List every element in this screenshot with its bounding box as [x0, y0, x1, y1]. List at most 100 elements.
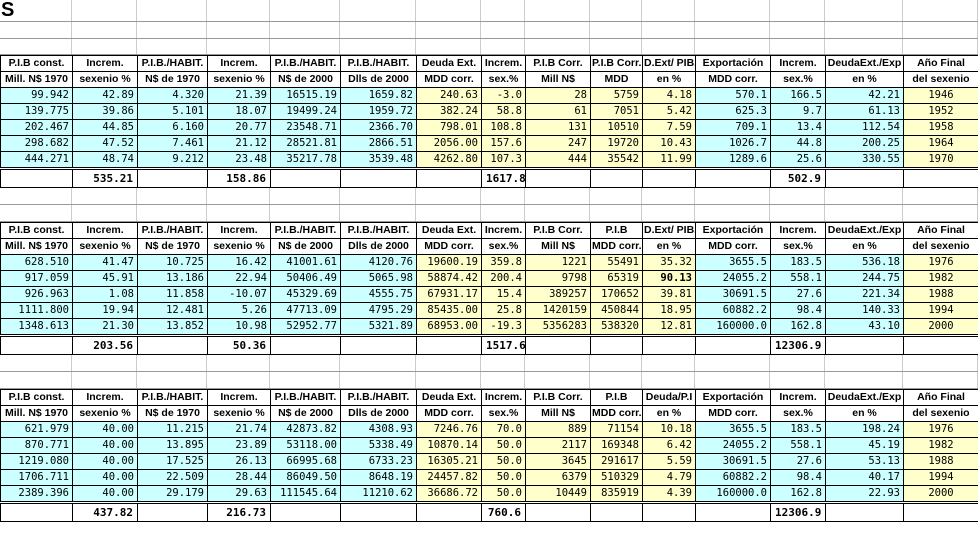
cell[interactable]: 28521.81: [270, 135, 341, 152]
cell[interactable]: 23.48: [207, 151, 271, 169]
header-cell[interactable]: P.I.B./HABIT.: [340, 389, 417, 406]
cell[interactable]: 625.3: [695, 103, 771, 120]
cell[interactable]: 917.059: [0, 270, 73, 287]
header-cell[interactable]: P.I.B./HABIT.: [340, 55, 417, 72]
cell[interactable]: 131: [525, 119, 591, 136]
cell[interactable]: 19600.19: [416, 254, 482, 271]
cell[interactable]: 40.17: [825, 469, 904, 486]
cell[interactable]: 16305.21: [416, 453, 482, 470]
cell[interactable]: 86049.50: [270, 469, 341, 486]
empty-cell[interactable]: [590, 0, 642, 21]
empty-cell[interactable]: [0, 372, 72, 388]
header-cell[interactable]: Mill. N$ 1970: [0, 71, 73, 88]
header-cell[interactable]: D.Ext/ PIB.: [642, 222, 696, 239]
cell[interactable]: 140.33: [825, 302, 904, 319]
header-cell[interactable]: Año Final: [903, 389, 978, 406]
cell[interactable]: 39.86: [72, 103, 138, 120]
total-cell[interactable]: 12306.9: [770, 334, 826, 355]
header-cell[interactable]: sex.%: [481, 238, 526, 255]
header-cell[interactable]: Increm.: [207, 222, 271, 239]
empty-cell[interactable]: [642, 0, 695, 21]
header-cell[interactable]: MDD corr.: [695, 238, 771, 255]
empty-cell[interactable]: [481, 0, 525, 21]
empty-cell[interactable]: [770, 188, 825, 204]
cell[interactable]: 6.42: [642, 437, 696, 454]
empty-cell[interactable]: [642, 22, 695, 38]
cell[interactable]: 18.07: [207, 103, 271, 120]
cell[interactable]: 1994: [903, 302, 978, 319]
cell[interactable]: 221.34: [825, 286, 904, 303]
cell[interactable]: 628.510: [0, 254, 73, 271]
header-cell[interactable]: P.I.B./HABIT.: [270, 389, 341, 406]
empty-cell[interactable]: [270, 355, 340, 371]
empty-cell[interactable]: [695, 205, 770, 221]
cell[interactable]: 65319: [590, 270, 643, 287]
empty-cell[interactable]: [590, 188, 642, 204]
cell[interactable]: 111545.64: [270, 485, 341, 503]
empty-cell[interactable]: [207, 22, 270, 38]
cell[interactable]: 98.4: [770, 302, 826, 319]
cell[interactable]: 99.942: [0, 87, 73, 104]
header-cell[interactable]: Increm.: [770, 55, 826, 72]
cell[interactable]: 169348: [590, 437, 643, 454]
cell[interactable]: 444.271: [0, 151, 73, 169]
empty-cell[interactable]: [825, 0, 903, 21]
header-cell[interactable]: MDD corr.: [590, 405, 643, 422]
cell[interactable]: 45329.69: [270, 286, 341, 303]
cell[interactable]: 10.98: [207, 318, 271, 336]
total-cell[interactable]: 158.86: [207, 167, 271, 188]
header-cell[interactable]: N$ de 2000: [270, 238, 341, 255]
total-cell[interactable]: [825, 334, 904, 355]
cell[interactable]: 41.47: [72, 254, 138, 271]
empty-cell[interactable]: [416, 22, 481, 38]
total-cell[interactable]: 760.6: [481, 501, 526, 522]
cell[interactable]: 21.74: [207, 421, 271, 438]
cell[interactable]: 621.979: [0, 421, 73, 438]
total-cell[interactable]: [416, 167, 482, 188]
total-cell[interactable]: [137, 167, 208, 188]
empty-cell[interactable]: [695, 39, 770, 54]
header-cell[interactable]: P.I.B./HABIT.: [270, 55, 341, 72]
empty-cell[interactable]: [207, 355, 270, 371]
total-cell[interactable]: [525, 334, 591, 355]
cell[interactable]: 12.481: [137, 302, 208, 319]
cell[interactable]: 7.59: [642, 119, 696, 136]
cell[interactable]: 7.461: [137, 135, 208, 152]
empty-cell[interactable]: [340, 372, 416, 388]
cell[interactable]: 558.1: [770, 437, 826, 454]
cell[interactable]: 4795.29: [340, 302, 417, 319]
cell[interactable]: 198.24: [825, 421, 904, 438]
cell[interactable]: 40.00: [72, 453, 138, 470]
cell[interactable]: 41001.61: [270, 254, 341, 271]
cell[interactable]: 58874.42: [416, 270, 482, 287]
empty-cell[interactable]: [642, 188, 695, 204]
empty-cell[interactable]: [340, 355, 416, 371]
empty-cell[interactable]: [525, 372, 590, 388]
empty-cell[interactable]: [207, 372, 270, 388]
empty-cell[interactable]: [207, 0, 270, 21]
cell[interactable]: 42873.82: [270, 421, 341, 438]
cell[interactable]: 1982: [903, 437, 978, 454]
header-cell[interactable]: del sexenio: [903, 405, 978, 422]
cell[interactable]: 70.0: [481, 421, 526, 438]
cell[interactable]: 1.08: [72, 286, 138, 303]
cell[interactable]: 2389.396: [0, 485, 73, 503]
total-cell[interactable]: [642, 334, 696, 355]
empty-cell[interactable]: [590, 372, 642, 388]
cell[interactable]: 1289.6: [695, 151, 771, 169]
total-cell[interactable]: [525, 167, 591, 188]
total-cell[interactable]: [525, 501, 591, 522]
cell[interactable]: 42.21: [825, 87, 904, 104]
cell[interactable]: 71154: [590, 421, 643, 438]
cell[interactable]: 157.6: [481, 135, 526, 152]
cell[interactable]: 25.6: [770, 151, 826, 169]
empty-cell[interactable]: [137, 39, 207, 54]
cell[interactable]: 4.320: [137, 87, 208, 104]
cell[interactable]: 6.160: [137, 119, 208, 136]
header-cell[interactable]: MDD corr.: [416, 238, 482, 255]
header-cell[interactable]: sexenio %: [72, 71, 138, 88]
header-cell[interactable]: P.I.B Corr.: [525, 389, 591, 406]
empty-cell[interactable]: [340, 188, 416, 204]
header-cell[interactable]: sex.%: [481, 71, 526, 88]
cell[interactable]: 29.63: [207, 485, 271, 503]
